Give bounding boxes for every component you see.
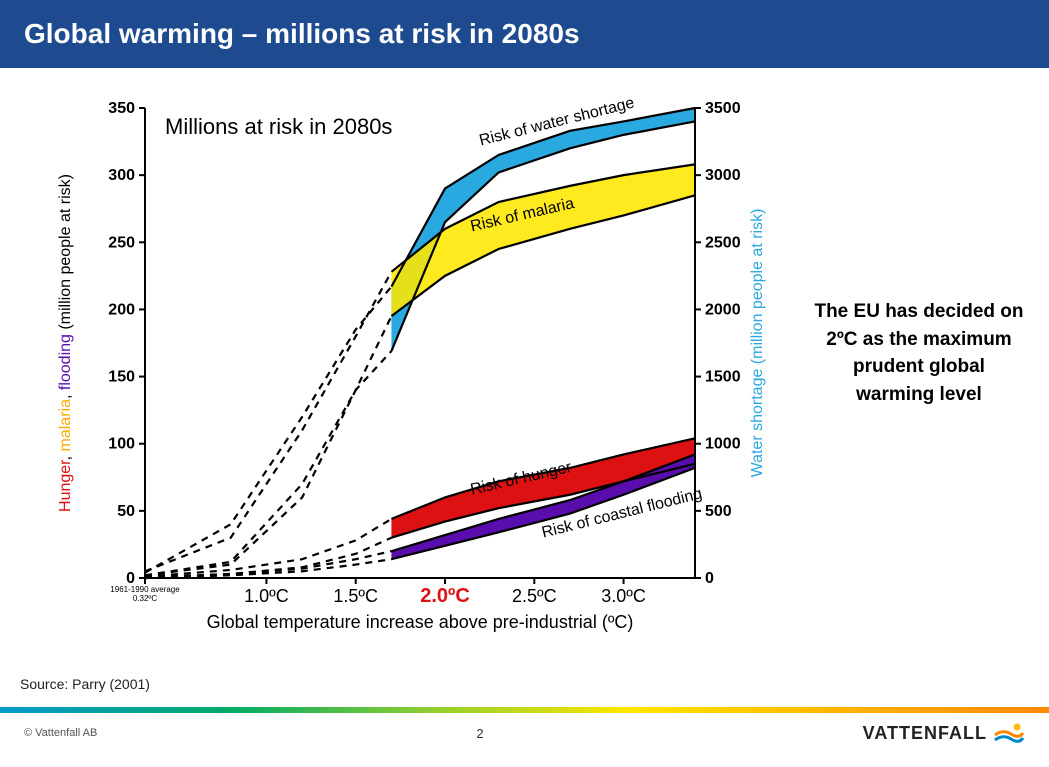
svg-text:2500: 2500 [705,234,741,251]
svg-text:150: 150 [108,369,135,386]
svg-text:250: 250 [108,234,135,251]
svg-text:Hunger, malaria, flooding (mil: Hunger, malaria, flooding (million peopl… [57,174,74,512]
svg-text:50: 50 [117,503,135,520]
svg-text:2.5ºC: 2.5ºC [512,586,557,606]
risk-chart: 0 50 100 150 200 250 300 3500 500 1000 1500 2000 250… [40,88,780,658]
svg-text:3000: 3000 [705,167,741,184]
svg-text:3.0ºC: 3.0ºC [601,586,646,606]
svg-text:Millions at risk in 2080s: Millions at risk in 2080s [165,114,392,139]
footer-row: © Vattenfall AB 2 VATTENFALL [0,713,1049,745]
side-note: The EU has decided on 2ºC as the maximum… [814,298,1024,408]
svg-text:1500: 1500 [705,369,741,386]
svg-text:1961-1990 average: 1961-1990 average [110,585,180,594]
title-bar: Global warming – millions at risk in 208… [0,0,1049,68]
content-area: 0 50 100 150 200 250 300 3500 500 1000 1500 2000 250… [0,68,1049,698]
page-number: 2 [476,726,483,741]
svg-text:3500: 3500 [705,100,741,117]
svg-text:200: 200 [108,301,135,318]
svg-text:500: 500 [705,503,732,520]
svg-text:Global temperature increase ab: Global temperature increase above pre-in… [207,612,634,632]
svg-text:2.0ºC: 2.0ºC [420,585,470,607]
footer: © Vattenfall AB 2 VATTENFALL [0,707,1049,767]
source-citation: Source: Parry (2001) [20,676,150,692]
svg-text:0: 0 [705,570,714,587]
svg-text:Water shortage (million people: Water shortage (million people at risk) [749,209,766,478]
svg-text:0.32ºC: 0.32ºC [133,594,157,603]
page-title: Global warming – millions at risk in 208… [24,18,1025,50]
brand-logo: VATTENFALL [863,721,1025,745]
svg-text:1000: 1000 [705,436,741,453]
copyright: © Vattenfall AB [24,727,97,739]
chart-container: 0 50 100 150 200 250 300 3500 500 1000 1500 2000 250… [40,88,780,658]
svg-text:100: 100 [108,436,135,453]
svg-text:2000: 2000 [705,301,741,318]
svg-text:1.5ºC: 1.5ºC [333,586,378,606]
svg-text:1.0ºC: 1.0ºC [244,586,289,606]
brand-icon [993,721,1025,745]
brand-text: VATTENFALL [863,723,987,744]
svg-text:300: 300 [108,167,135,184]
svg-text:350: 350 [108,100,135,117]
